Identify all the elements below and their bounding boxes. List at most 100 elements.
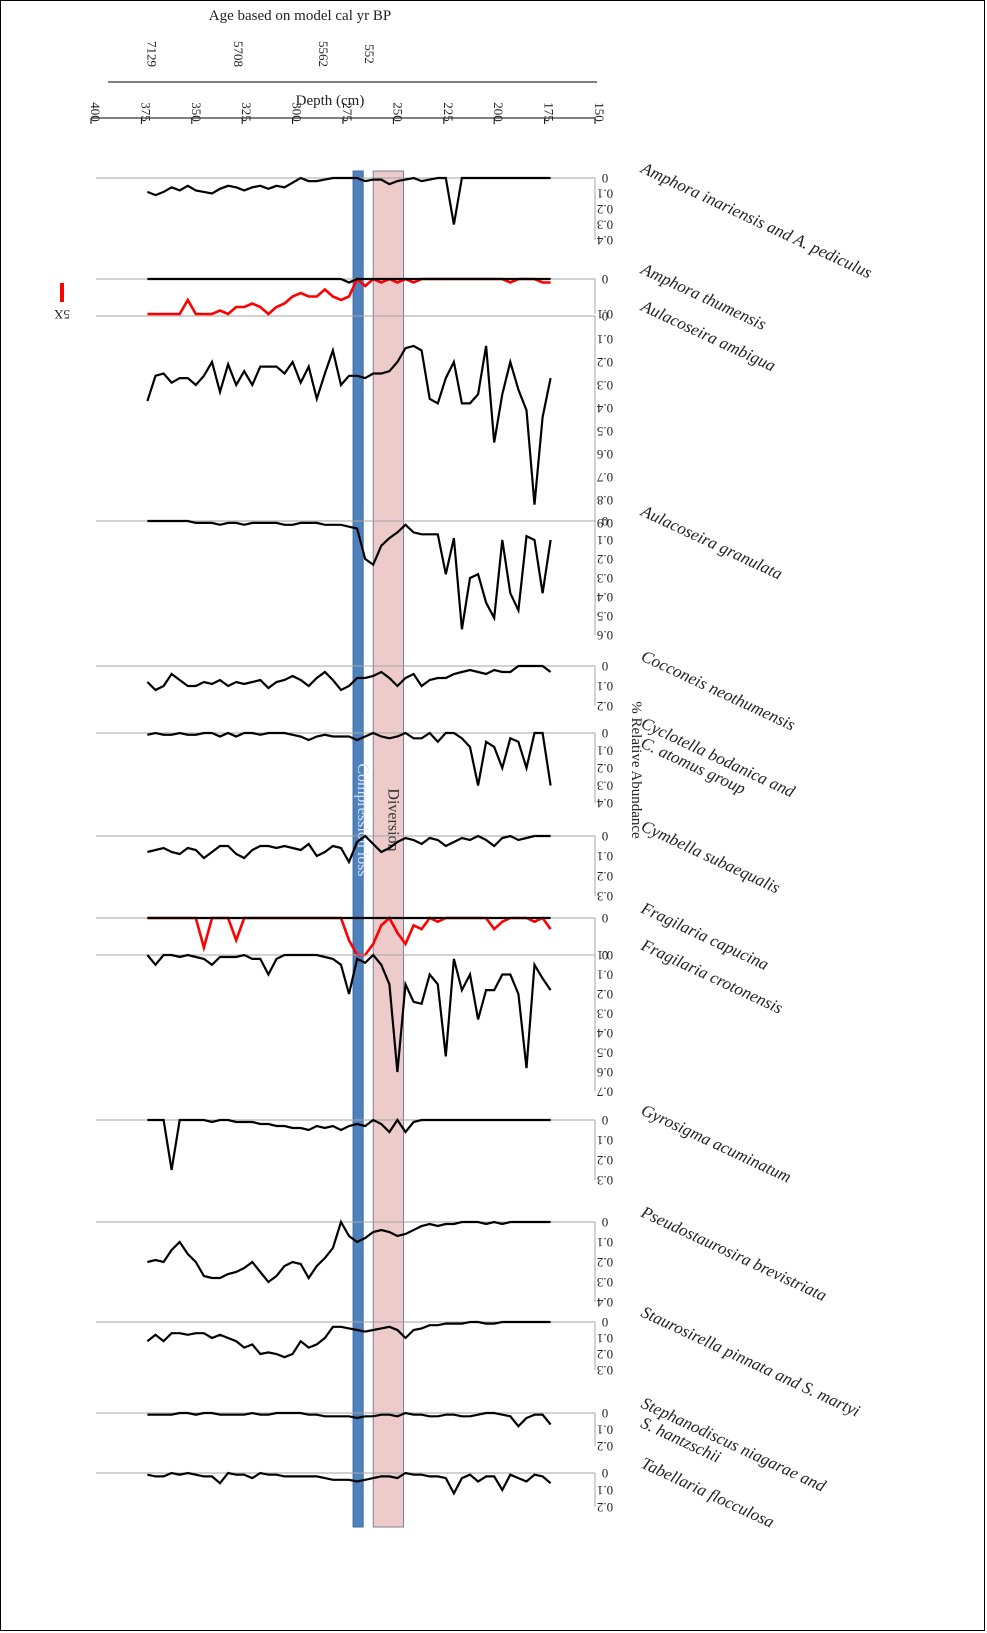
abundance-tick-label: 0.2 bbox=[597, 1439, 613, 1454]
depth-tick-label: 275 bbox=[340, 102, 355, 122]
abundance-tick-label: 0.8 bbox=[597, 493, 613, 508]
series-line bbox=[146, 1320, 551, 1359]
zone-label: Compression loss bbox=[354, 763, 371, 876]
abundance-tick-label: 0.2 bbox=[597, 1347, 613, 1362]
abundance-tick-label: 0.5 bbox=[597, 609, 613, 624]
abundance-tick-label: 0.6 bbox=[596, 447, 613, 462]
panels-layer: 00.10.20.30.400.100.10.20.30.40.50.60.70… bbox=[96, 171, 613, 1515]
abundance-tick-label: 0.3 bbox=[597, 1173, 613, 1188]
series-line bbox=[147, 731, 552, 786]
abundance-tick-label: 0 bbox=[602, 1315, 609, 1330]
series-line bbox=[147, 1118, 551, 1171]
age-tick-label: 552 bbox=[362, 44, 377, 64]
abundance-tick-label: 0.2 bbox=[597, 355, 613, 370]
taxon-name: Aulacoseira granulata bbox=[637, 501, 785, 584]
abundance-tick-label: 0 bbox=[602, 514, 609, 529]
series-line bbox=[147, 277, 551, 284]
abundance-tick-label: 0.4 bbox=[596, 1026, 613, 1041]
abundance-tick-label: 0.2 bbox=[597, 202, 613, 217]
abundance-tick-label: 0.2 bbox=[597, 1500, 613, 1515]
abundance-tick-label: 0.1 bbox=[597, 1331, 613, 1346]
abundance-tick-label: 0.2 bbox=[597, 1255, 613, 1270]
abundance-tick-label: 0 bbox=[602, 1113, 609, 1128]
age-axis-title: Age based on model cal yr BP bbox=[209, 8, 391, 24]
series-line bbox=[147, 1471, 552, 1496]
abundance-tick-label: 0 bbox=[602, 726, 609, 741]
abundance-tick-label: 0.6 bbox=[596, 628, 613, 643]
taxon-name: Pseudostaurosira brevistriata bbox=[637, 1202, 829, 1305]
series-line bbox=[146, 953, 552, 1073]
abundance-tick-label: 0 bbox=[602, 1215, 609, 1230]
abundance-tick-label: 0.1 bbox=[597, 307, 613, 322]
series-line bbox=[146, 344, 552, 505]
series-line bbox=[146, 176, 551, 225]
abundance-tick-label: 0.1 bbox=[597, 679, 613, 694]
taxon-name: Cyclotella bodanica andC. atomus group bbox=[631, 713, 799, 817]
abundance-tick-label: 0.1 bbox=[597, 1235, 613, 1250]
axes-layer: Age based on model cal yr BP 7129 5708 5562… bbox=[88, 8, 607, 124]
depth-axis-title: Depth (cm) bbox=[296, 93, 365, 109]
abundance-tick-label: 0 bbox=[602, 309, 609, 324]
abundance-tick-label: 0 bbox=[602, 948, 609, 963]
abundance-tick-label: 0.1 bbox=[597, 1483, 613, 1498]
taxon-name: Cymbella subaequalis bbox=[638, 816, 783, 897]
abundance-tick-label: 0.1 bbox=[597, 744, 613, 759]
series-line bbox=[146, 664, 552, 692]
abundance-tick-label: 0.2 bbox=[597, 761, 613, 776]
abundance-tick-label: 0.4 bbox=[596, 233, 613, 248]
abundance-tick-label: 0.5 bbox=[597, 1046, 613, 1061]
depth-tick-label: 400 bbox=[88, 102, 103, 122]
abundance-tick-label: 0.3 bbox=[597, 889, 613, 904]
abundance-tick-label: 0.6 bbox=[596, 1065, 613, 1080]
abundance-tick-label: 0.4 bbox=[596, 401, 613, 416]
depth-tick-label: 250 bbox=[390, 102, 405, 122]
depth-tick-label: 325 bbox=[239, 102, 254, 122]
abundance-tick-label: 0 bbox=[602, 272, 609, 287]
abundance-tick-label: 0.2 bbox=[597, 552, 613, 567]
abundance-tick-label: 0.3 bbox=[597, 571, 613, 586]
abundance-tick-label: 0 bbox=[602, 911, 609, 926]
series-line bbox=[147, 1219, 551, 1284]
series-line bbox=[147, 519, 552, 630]
legend-label-5x: 5X bbox=[53, 307, 70, 322]
depth-tick-label: 225 bbox=[441, 102, 456, 122]
age-tick-label: 7129 bbox=[144, 41, 159, 67]
labels-layer: Amphora inariensis and A. pediculusAmpho… bbox=[53, 158, 875, 1532]
abundance-tick-label: 0.9 bbox=[597, 516, 613, 531]
abundance-tick-label: 0.2 bbox=[597, 1153, 613, 1168]
abundance-tick-label: 0.1 bbox=[597, 1423, 613, 1438]
abundance-tick-label: 0.1 bbox=[597, 533, 613, 548]
abundance-tick-label: 0.7 bbox=[596, 470, 613, 485]
abundance-tick-label: 0.7 bbox=[596, 1085, 613, 1100]
abundance-tick-label: 0.1 bbox=[597, 187, 613, 202]
depth-tick-label: 300 bbox=[290, 102, 305, 122]
depth-tick-label: 350 bbox=[189, 102, 204, 122]
abundance-tick-label: 0.2 bbox=[597, 987, 613, 1002]
abundance-tick-label: 0.1 bbox=[597, 948, 613, 963]
abundance-tick-label: 0 bbox=[602, 1466, 609, 1481]
abundance-tick-label: 0.3 bbox=[597, 218, 613, 233]
age-tick-label: 5708 bbox=[231, 41, 246, 67]
abundance-tick-label: 0.4 bbox=[596, 796, 613, 811]
abundance-tick-label: 0.2 bbox=[597, 869, 613, 884]
depth-tick-label: 150 bbox=[592, 102, 607, 122]
taxon-name: Amphora inariensis and A. pediculus bbox=[637, 158, 875, 282]
taxon-name: Gyrosigma acuminatum bbox=[638, 1100, 794, 1186]
abundance-tick-label: 0 bbox=[602, 829, 609, 844]
abundance-tick-label: 0 bbox=[602, 1406, 609, 1421]
abundance-tick-label: 0.3 bbox=[597, 1275, 613, 1290]
depth-tick-label: 375 bbox=[138, 102, 153, 122]
abundance-tick-label: 0.1 bbox=[597, 1133, 613, 1148]
abundance-tick-label: 0 bbox=[602, 171, 609, 186]
abundance-tick-label: 0.4 bbox=[596, 1295, 613, 1310]
depth-tick-label: 175 bbox=[542, 102, 557, 122]
series-line-5x bbox=[147, 915, 552, 957]
age-tick-label: 5562 bbox=[316, 41, 331, 67]
abundance-axis-title: % Relative Abundance bbox=[628, 701, 644, 839]
series-line bbox=[147, 834, 551, 865]
depth-tick-label: 200 bbox=[491, 102, 506, 122]
abundance-tick-label: 0.5 bbox=[597, 424, 613, 439]
abundance-tick-label: 0.3 bbox=[597, 779, 613, 794]
